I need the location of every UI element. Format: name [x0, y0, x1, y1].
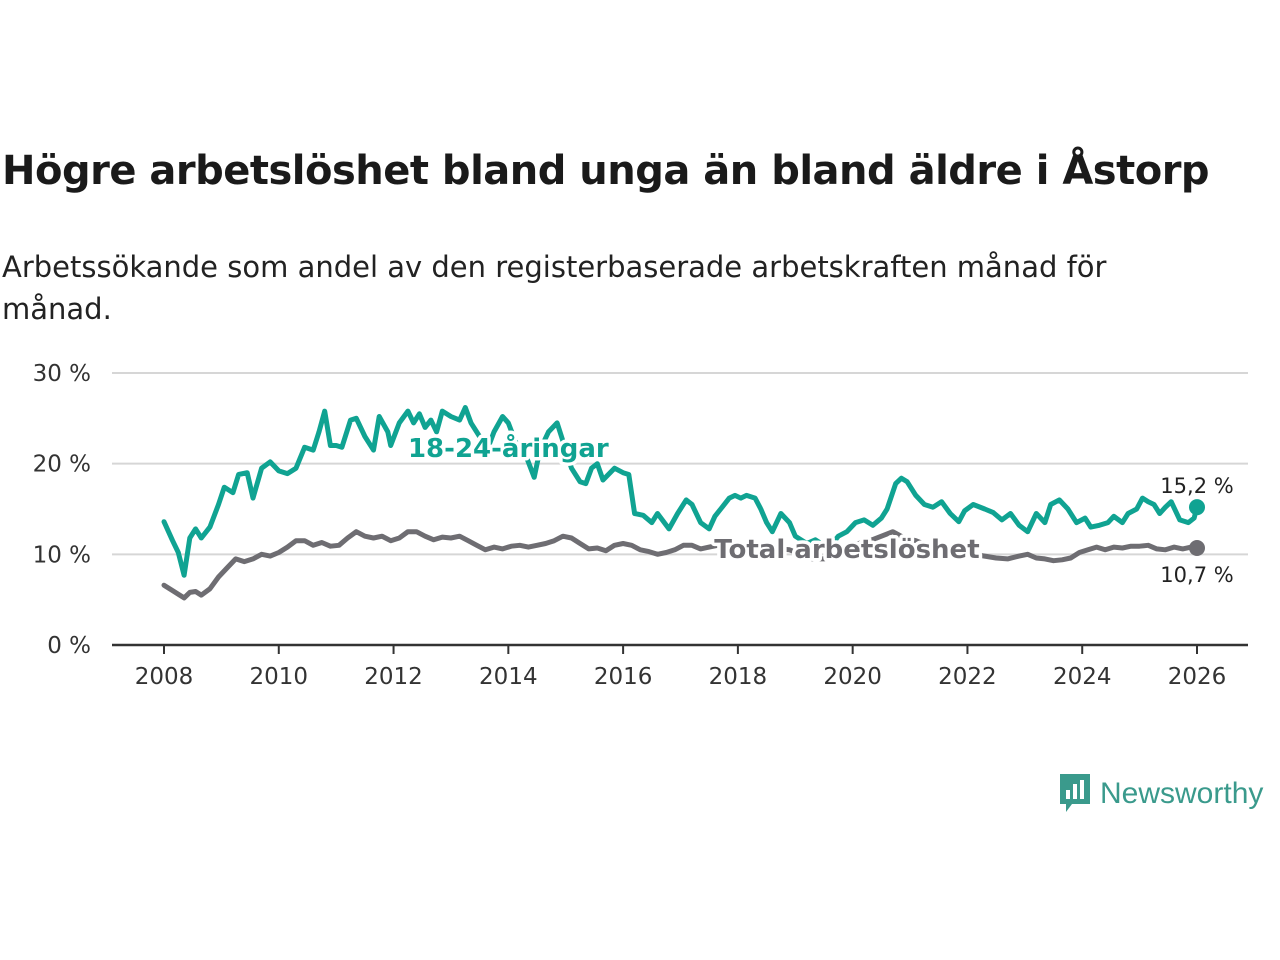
x-tick-label: 2008: [135, 664, 194, 690]
x-tick-label: 2024: [1053, 664, 1112, 690]
x-tick-label: 2022: [938, 664, 997, 690]
series-label-total-halo: Total arbetslöshet: [714, 535, 979, 565]
chart-title: Högre arbetslöshet bland unga än bland ä…: [2, 148, 1210, 194]
y-tick-label: 0 %: [47, 633, 91, 659]
series-label-total: Total arbetslöshet: [714, 535, 979, 565]
x-tick-label: 2012: [364, 664, 423, 690]
x-tick-label: 2014: [479, 664, 538, 690]
x-tick-label: 2020: [823, 664, 882, 690]
series-label-youth: 18-24-åringar: [408, 432, 609, 464]
x-tick-label: 2018: [709, 664, 768, 690]
series-end-point: [1189, 499, 1205, 516]
series-label-youth-halo: 18-24-åringar: [408, 432, 609, 464]
line-chart: 0 % 10 % 20 % 30 % 2008 2010 2012 2014 2016 2018…: [33, 361, 1248, 690]
series-line-youth: [161, 405, 1200, 578]
x-tick-label: 2026: [1168, 664, 1227, 690]
newsworthy-logo-icon: [1060, 774, 1090, 812]
y-tick-label: 30 %: [33, 361, 91, 387]
end-label-youth: 15,2 %: [1160, 474, 1233, 498]
brand-name: Newsworthy: [1100, 777, 1264, 810]
end-label-total: 10,7 %: [1160, 563, 1233, 587]
y-tick-label: 20 %: [33, 452, 91, 478]
y-tick-label: 10 %: [33, 542, 91, 568]
chart-subtitle: Arbetssökande som andel av den registerb…: [2, 250, 1107, 326]
x-tick-label: 2010: [250, 664, 309, 690]
series-end-point: [1189, 539, 1205, 556]
brand-logo: Newsworthy: [1058, 772, 1263, 816]
series-line-total: [161, 529, 1200, 601]
x-tick-label: 2016: [594, 664, 653, 690]
